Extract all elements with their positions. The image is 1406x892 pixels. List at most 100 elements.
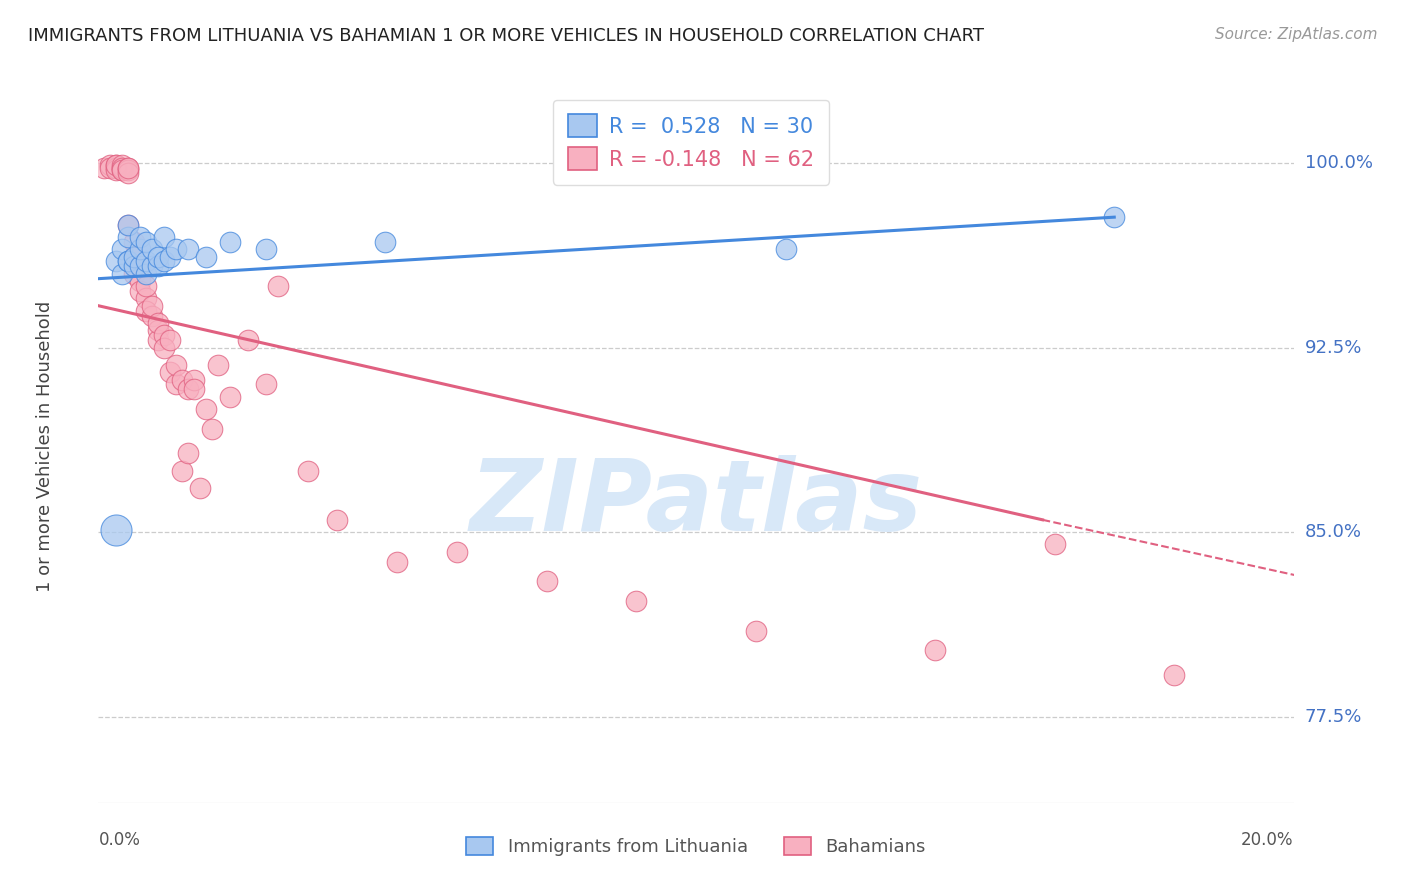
Point (924, 643, 946, 657)
Point (135, 235, 157, 249)
Legend: Immigrants from Lithuania, Bahamians: Immigrants from Lithuania, Bahamians (457, 828, 935, 865)
Point (219, 235, 242, 249)
Point (111, 242, 134, 256)
Point (254, 377, 277, 392)
Point (775, 242, 797, 256)
Point (159, 333, 181, 347)
Point (117, 163, 139, 178)
Point (165, 377, 187, 392)
Point (153, 230, 176, 244)
Point (129, 284, 152, 298)
Point (624, 594, 647, 608)
Point (148, 316, 170, 330)
Point (254, 242, 277, 256)
Point (105, 159, 128, 173)
Point (148, 260, 170, 274)
Point (153, 328, 176, 343)
Point (111, 159, 134, 173)
Point (124, 250, 146, 264)
Point (117, 254, 139, 268)
Point (165, 242, 187, 256)
Point (1104, 210, 1126, 224)
Point (98, 159, 122, 173)
Point (159, 365, 181, 379)
Point (297, 464, 319, 478)
Point (129, 260, 152, 274)
Point (124, 260, 146, 274)
Text: Source: ZipAtlas.com: Source: ZipAtlas.com (1215, 27, 1378, 42)
Point (745, 624, 768, 638)
Point (267, 279, 290, 293)
Point (183, 383, 205, 397)
Point (172, 464, 194, 478)
Point (201, 422, 224, 436)
Point (207, 358, 229, 372)
Point (135, 267, 157, 281)
Point (135, 303, 157, 318)
Point (105, 523, 128, 537)
Point (148, 250, 170, 264)
Point (177, 242, 200, 256)
Point (111, 161, 134, 175)
Point (129, 242, 152, 256)
Text: 100.0%: 100.0% (1305, 154, 1372, 172)
Point (446, 545, 468, 559)
Point (141, 299, 163, 313)
Point (129, 274, 152, 288)
Text: 77.5%: 77.5% (1305, 707, 1362, 726)
Text: ZIPatlas: ZIPatlas (470, 455, 922, 551)
Point (177, 383, 200, 397)
Point (117, 218, 139, 232)
Point (194, 402, 218, 417)
Point (111, 163, 134, 178)
Point (172, 373, 194, 387)
Point (124, 235, 146, 249)
Text: 92.5%: 92.5% (1305, 339, 1362, 357)
Text: 0.0%: 0.0% (98, 831, 141, 849)
Point (111, 163, 134, 178)
Point (117, 230, 139, 244)
Point (93, 161, 115, 175)
Point (105, 163, 128, 178)
Point (1043, 537, 1066, 551)
Point (141, 242, 163, 256)
Text: 20.0%: 20.0% (1241, 831, 1294, 849)
Point (117, 166, 139, 180)
Point (98, 161, 122, 175)
Point (183, 373, 205, 387)
Point (374, 235, 396, 249)
Point (129, 230, 152, 244)
Text: 1 or more Vehicles in Household: 1 or more Vehicles in Household (35, 301, 53, 591)
Point (124, 260, 146, 274)
Point (117, 254, 139, 268)
Point (124, 267, 146, 281)
Point (141, 309, 163, 323)
Text: IMMIGRANTS FROM LITHUANIA VS BAHAMIAN 1 OR MORE VEHICLES IN HOUSEHOLD CORRELATIO: IMMIGRANTS FROM LITHUANIA VS BAHAMIAN 1 … (28, 27, 984, 45)
Point (219, 390, 242, 404)
Point (135, 291, 157, 305)
Text: 85.0%: 85.0% (1305, 523, 1361, 541)
Point (111, 267, 134, 281)
Point (536, 574, 558, 589)
Point (194, 250, 218, 264)
Point (135, 279, 157, 293)
Point (1163, 668, 1185, 682)
Point (165, 358, 187, 372)
Point (129, 260, 152, 274)
Point (148, 333, 170, 347)
Point (141, 260, 163, 274)
Point (153, 254, 176, 268)
Point (105, 254, 128, 268)
Point (117, 161, 139, 175)
Point (148, 323, 170, 337)
Point (385, 555, 409, 569)
Point (135, 254, 157, 268)
Point (117, 161, 139, 175)
Point (188, 481, 211, 495)
Point (236, 333, 259, 347)
Point (153, 341, 176, 355)
Point (105, 161, 128, 175)
Point (105, 159, 128, 173)
Point (177, 446, 200, 460)
Point (117, 218, 139, 232)
